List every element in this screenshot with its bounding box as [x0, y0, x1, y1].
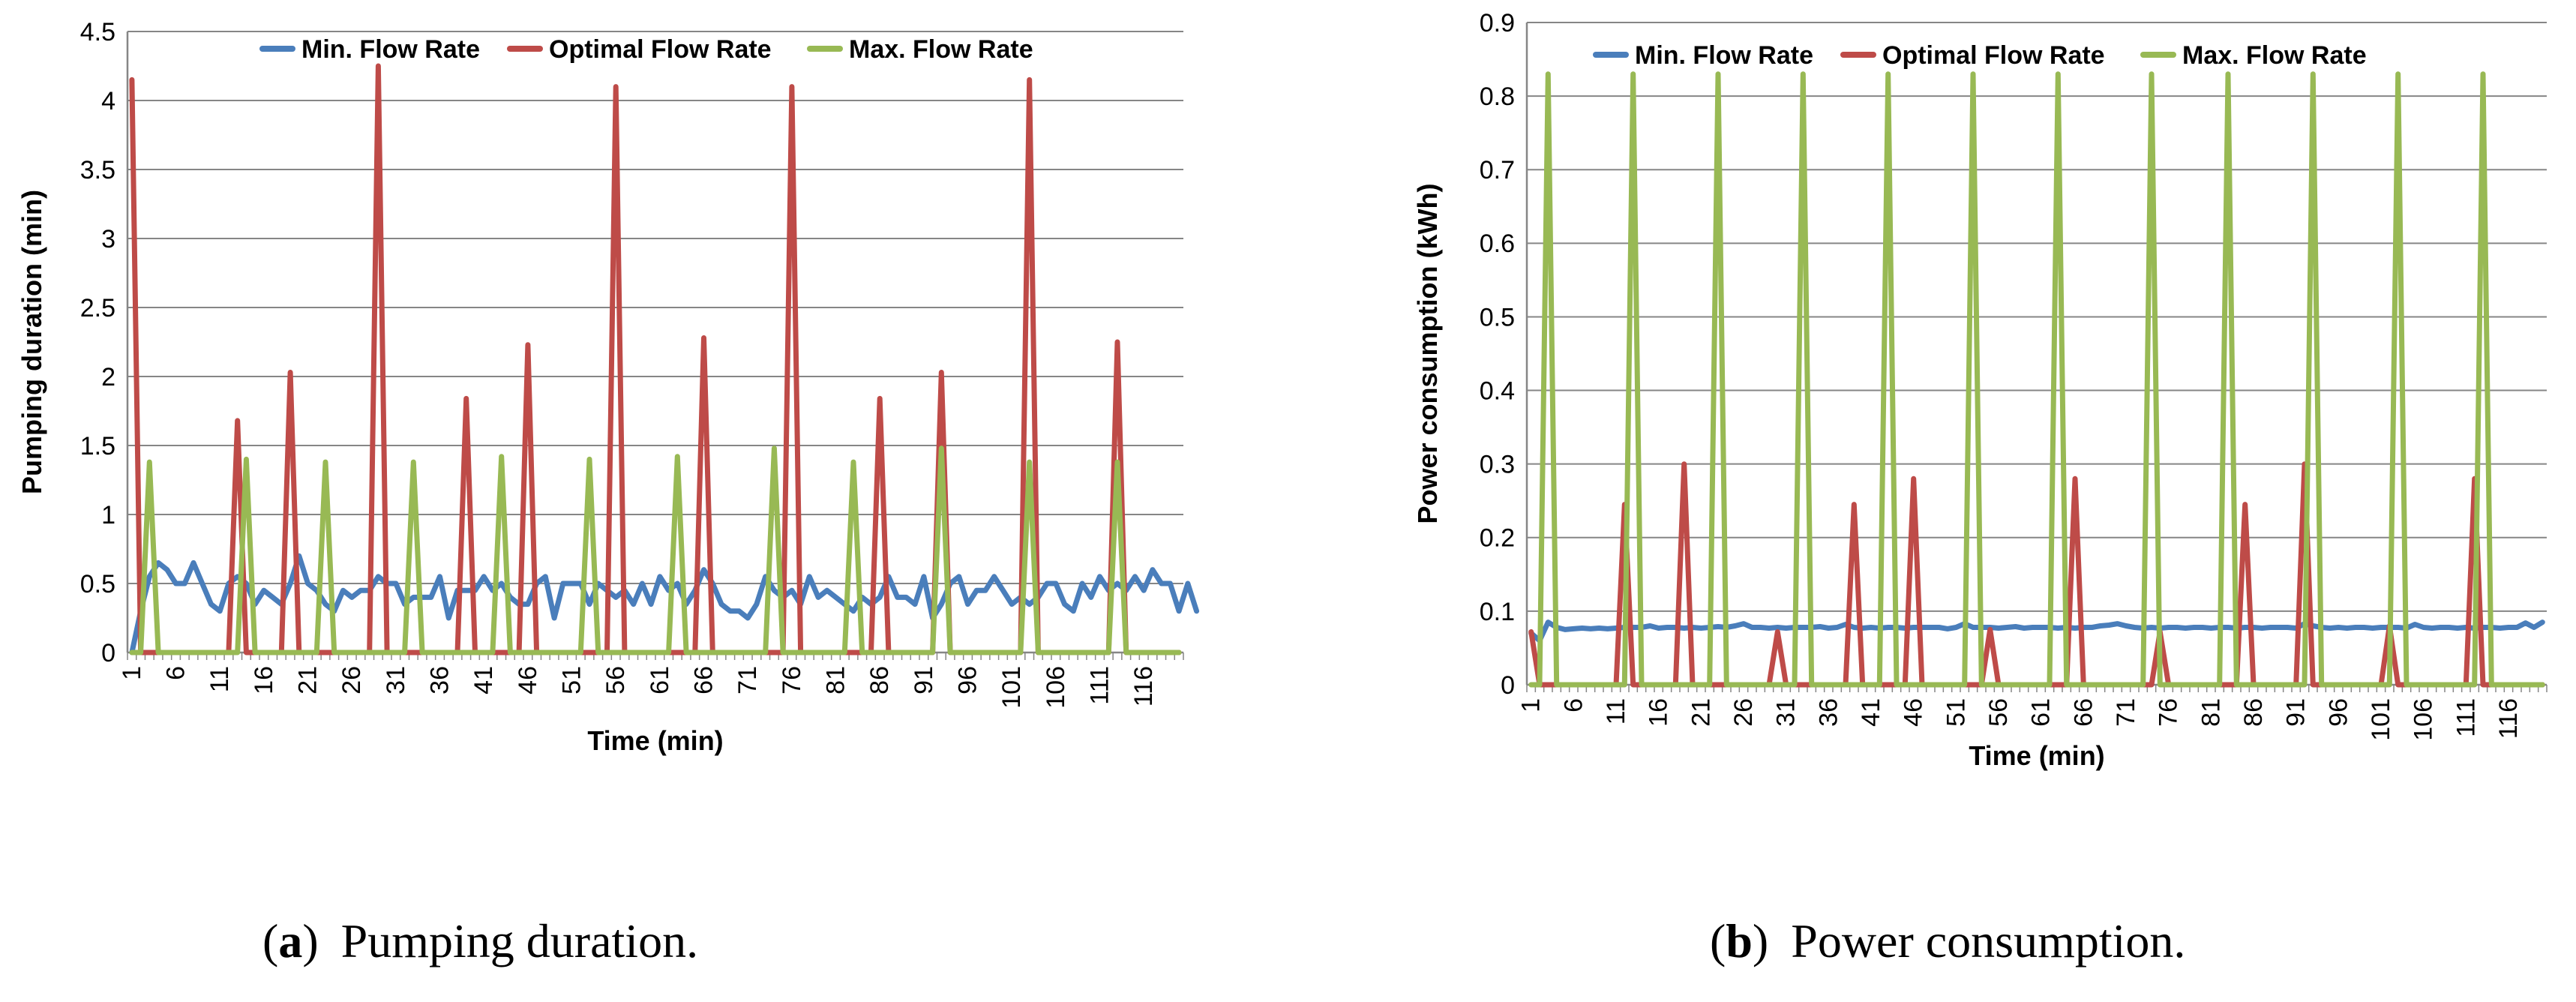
y-tick-label: 0.1: [1480, 598, 1515, 626]
legend-label-min: Min. Flow Rate: [301, 35, 480, 64]
x-tick-label: 46: [1900, 698, 1928, 727]
x-tick-label: 31: [1772, 698, 1801, 727]
x-tick-label: 71: [733, 666, 762, 694]
caption-label: a: [278, 914, 303, 968]
x-tick-label: 36: [426, 666, 454, 694]
x-tick-label: 36: [1814, 698, 1843, 727]
x-tick-label: 41: [1857, 698, 1885, 727]
x-tick-label: 51: [1942, 698, 1970, 727]
caption-close-paren: ): [302, 914, 319, 968]
y-tick-label: 0.2: [1480, 524, 1515, 553]
x-tick-label: 91: [910, 666, 938, 694]
series-line-min: [1528, 620, 2545, 644]
x-tick-label: 86: [865, 666, 894, 694]
series-line-optimal: [129, 63, 1182, 656]
x-tick-label: 91: [2282, 698, 2311, 727]
x-tick-label: 26: [337, 666, 366, 694]
x-tick-label: 111: [1086, 666, 1114, 705]
y-axis-label: Pumping duration (min): [16, 190, 47, 494]
legend-label-optimal: Optimal Flow Rate: [1882, 41, 2105, 70]
x-tick-label: 6: [162, 666, 190, 680]
x-tick-label: 116: [1129, 666, 1158, 706]
x-tick-label: 11: [205, 666, 234, 692]
y-tick-label: 0.6: [1480, 230, 1515, 258]
caption-text: Pumping duration.: [340, 914, 699, 968]
series-line-max: [1528, 71, 2545, 688]
x-axis-label: Time (min): [587, 725, 723, 756]
y-tick-label: 0: [1501, 671, 1515, 700]
x-tick-label: 81: [2197, 698, 2225, 727]
x-tick-label: 101: [997, 666, 1026, 709]
x-tick-label: 96: [2324, 698, 2353, 727]
y-tick-label: 2: [101, 363, 115, 392]
x-tick-label: 61: [2027, 698, 2056, 727]
x-tick-label: 1: [1517, 698, 1546, 712]
caption-power-consumption: (b) Power consumption.: [1710, 914, 2185, 981]
x-tick-label: 66: [690, 666, 718, 694]
y-tick-label: 0.9: [1480, 9, 1515, 38]
legend-label-max: Max. Flow Rate: [2182, 41, 2367, 70]
chart-power-consumption: 00.10.20.30.40.50.60.70.80.91 6 11 16 21 26 31…: [1412, 9, 2548, 771]
y-tick-label: 0.5: [80, 570, 115, 598]
series-line-max: [129, 446, 1182, 656]
caption-label: b: [1726, 914, 1753, 968]
caption-open-paren: (: [1710, 914, 1726, 968]
x-tick-label: 21: [1687, 698, 1715, 727]
x-tick-label: 21: [294, 666, 322, 694]
y-tick-label: 3: [101, 225, 115, 254]
y-tick-label: 0.5: [1480, 303, 1515, 332]
legend-label-max: Max. Flow Rate: [849, 35, 1033, 64]
chart-pumping-duration: 00.511.522.533.544.51 6 11 16 21 26 31 36 41 46 51…: [16, 18, 1200, 756]
caption-pumping-duration: (a) Pumping duration.: [262, 914, 698, 981]
x-tick-label: 41: [469, 666, 498, 694]
caption-text: Power consumption.: [1791, 914, 2186, 968]
x-tick-label: 6: [1559, 698, 1588, 712]
x-tick-label: 101: [2367, 698, 2395, 741]
y-tick-label: 0.3: [1480, 451, 1515, 479]
y-tick-label: 4: [101, 87, 115, 116]
x-axis-label: Time (min): [1969, 740, 2104, 771]
legend-label-min: Min. Flow Rate: [1635, 41, 1813, 70]
x-tick-label: 66: [2069, 698, 2098, 727]
x-tick-label: 71: [2112, 698, 2140, 727]
legend: Min. Flow Rate Optimal Flow Rate Max. Flow…: [1593, 41, 2367, 70]
x-tick-label: 51: [558, 666, 586, 694]
y-tick-label: 1.5: [80, 432, 115, 460]
caption-close-paren: ): [1752, 914, 1769, 968]
x-tick-label: 16: [250, 666, 278, 694]
x-tick-label: 81: [822, 666, 850, 694]
y-tick-label: 2.5: [80, 294, 115, 322]
legend: Min. Flow Rate Optimal Flow Rate Max. Flow…: [259, 35, 1033, 64]
x-tick-label: 111: [2452, 698, 2480, 737]
y-tick-label: 0.7: [1480, 156, 1515, 184]
x-tick-label: 106: [2410, 698, 2438, 741]
x-tick-label: 16: [1645, 698, 1673, 727]
x-tick-label: 86: [2239, 698, 2268, 727]
x-tick-label: 11: [1602, 698, 1630, 724]
y-tick-label: 0: [101, 639, 115, 668]
x-tick-label: 116: [2494, 698, 2523, 739]
y-axis-label: Power consumption (kWh): [1412, 184, 1443, 524]
x-tick-label: 76: [778, 666, 806, 694]
x-tick-label: 106: [1042, 666, 1070, 709]
x-tick-label: 76: [2155, 698, 2183, 727]
x-tick-label: 56: [1984, 698, 2013, 727]
x-tick-label: 1: [118, 666, 146, 680]
y-tick-label: 0.8: [1480, 82, 1515, 111]
x-tick-label: 46: [514, 666, 542, 694]
caption-open-paren: (: [262, 914, 279, 968]
y-tick-label: 3.5: [80, 156, 115, 184]
x-tick-label: 56: [601, 666, 630, 694]
y-tick-label: 0.4: [1480, 376, 1515, 405]
x-tick-label: 61: [646, 666, 674, 694]
x-tick-label: 96: [954, 666, 982, 694]
y-tick-label: 1: [101, 501, 115, 530]
y-tick-label: 4.5: [80, 18, 115, 46]
legend-label-optimal: Optimal Flow Rate: [549, 35, 772, 64]
x-tick-label: 26: [1729, 698, 1758, 727]
x-tick-label: 31: [382, 666, 410, 694]
